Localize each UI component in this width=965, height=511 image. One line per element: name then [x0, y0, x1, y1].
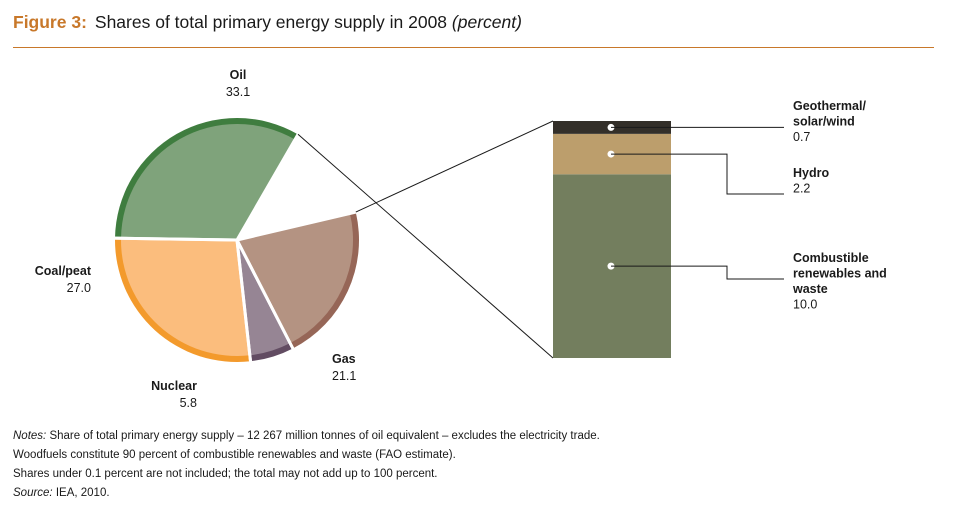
- pie-slice-gas: [237, 213, 354, 344]
- pie-label-nuclear: Nuclear: [151, 379, 197, 393]
- pie-label-gas: Gas: [332, 352, 356, 366]
- pie-value-gas: 21.1: [332, 369, 356, 383]
- pie-label-oil: Oil: [230, 68, 247, 82]
- energy-supply-chart: Oil 33.1 Coal/peat 27.0 Nuclear 5.8 Gas 21.1 Com…: [35, 68, 887, 410]
- title-divider: [13, 47, 934, 48]
- pie-value-nuclear: 5.8: [180, 396, 197, 410]
- notes-line-4: Source: IEA, 2010.: [13, 484, 600, 503]
- pie-value-oil: 33.1: [226, 85, 250, 99]
- bar-value-geothermal-solar-wind: 0.7: [793, 130, 810, 144]
- notes-prefix: Notes:: [13, 430, 47, 442]
- notes: Notes: Share of total primary energy sup…: [13, 427, 600, 503]
- connector-line-top: [355, 120, 554, 213]
- pie-slice-oil: [121, 123, 295, 240]
- leader-line-combustible-renewables-and-waste: [611, 265, 784, 280]
- source-prefix: Source:: [13, 487, 53, 499]
- bar-label-combustible-renewables-and-waste-0: Combustible: [793, 251, 869, 265]
- chart-title: Figure 3: Shares of total primary energy …: [13, 12, 522, 33]
- pie-label-coal-peat: Coal/peat: [35, 264, 92, 278]
- notes-line-1: Notes: Share of total primary energy sup…: [13, 427, 600, 446]
- bar-value-combustible-renewables-and-waste: 10.0: [793, 298, 817, 312]
- bar-label-geothermal-solar-wind-1: solar/wind: [793, 115, 855, 129]
- pie-separator-2: [112, 236, 238, 242]
- bar-label-combustible-renewables-and-waste-1: renewables and: [793, 267, 887, 281]
- bar-label-combustible-renewables-and-waste-2: waste: [792, 282, 828, 296]
- pie-slice-coal-peat: [120, 238, 250, 357]
- bar-value-hydro: 2.2: [793, 182, 810, 196]
- title-text: Shares of total primary energy supply in…: [94, 12, 448, 32]
- title-unit: (percent): [451, 12, 522, 32]
- bar-label-hydro-0: Hydro: [793, 166, 829, 180]
- pie-separator-6: [235, 239, 296, 351]
- pie-separator-4: [235, 239, 253, 364]
- notes-line-2: Woodfuels constitute 90 percent of combu…: [13, 449, 456, 461]
- pie-separator-7: [236, 210, 359, 242]
- source-text: IEA, 2010.: [55, 487, 110, 499]
- pie-value-coal-peat: 27.0: [67, 281, 91, 295]
- bar-label-geothermal-solar-wind-0: Geothermal/: [793, 99, 866, 113]
- figure-label: Figure 3:: [13, 12, 87, 32]
- notes-text-1: Share of total primary energy supply – 1…: [49, 430, 600, 442]
- connector-line-bottom: [297, 133, 554, 359]
- pie-separator-0: [235, 131, 301, 241]
- leader-line-hydro: [611, 153, 784, 195]
- notes-line-3: Shares under 0.1 percent are not include…: [13, 468, 438, 480]
